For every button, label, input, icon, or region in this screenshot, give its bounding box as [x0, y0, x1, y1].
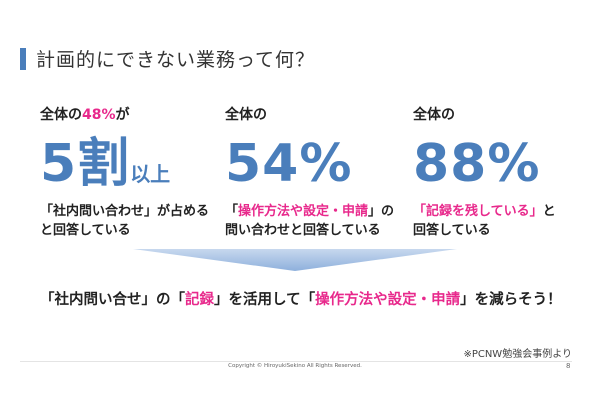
desc-pre: 「社内問い合わせ」が占める: [40, 204, 210, 219]
stat-description: 「操作方法や設定・申請」の 問い合わせと回答している: [225, 202, 394, 240]
desc-post: と: [542, 204, 556, 219]
source-note: ※PCNW勉強会事例より: [463, 349, 572, 360]
desc-pre: 「: [225, 204, 239, 219]
stat-label: 全体の: [225, 104, 394, 124]
stat-value: 5割: [40, 134, 131, 194]
stat-label-pre: 全体の: [40, 107, 82, 123]
stat-label-pre: 全体の: [225, 107, 267, 123]
desc-highlight: 操作方法や設定・申請: [238, 204, 369, 219]
stat-value: 88%: [413, 134, 541, 194]
stat-description: 「記録を残している」と 回答している: [413, 202, 556, 240]
stat-desc-line-1: 「社内問い合わせ」が占める: [40, 202, 209, 221]
conclusion-part-1: 「社内問い合せ」の「: [40, 292, 185, 308]
footer-divider: [20, 361, 572, 362]
desc-highlight: 「記録を残している」: [413, 204, 543, 219]
stat-big-value: 88%: [413, 138, 556, 190]
stat-block-2: 全体の 54% 「操作方法や設定・申請」の 問い合わせと回答している: [225, 104, 394, 240]
stat-unit: 以上: [130, 162, 171, 186]
conclusion-part-2: 」を活用して「: [214, 292, 316, 308]
desc-post: 」の: [368, 204, 395, 219]
stat-label-pre: 全体の: [413, 107, 455, 123]
stat-big-value: 54%: [225, 138, 394, 190]
stat-label: 全体の48%が: [40, 104, 209, 124]
stat-desc-line-2: 回答している: [413, 223, 491, 238]
stat-desc-line-1: 「操作方法や設定・申請」の: [225, 202, 394, 221]
stat-block-3: 全体の 88% 「記録を残している」と 回答している: [413, 104, 556, 240]
conclusion-part-3: 」を減らそう！: [460, 292, 562, 308]
conclusion-highlight-1: 記録: [185, 292, 214, 308]
stat-label-highlight: 48%: [82, 107, 116, 123]
stat-big-value: 5割以上: [40, 138, 209, 190]
stat-label-post: が: [115, 107, 130, 123]
stat-block-1: 全体の48%が 5割以上 「社内問い合わせ」が占める と回答している: [40, 104, 209, 240]
page-number: 8: [566, 362, 571, 370]
stat-desc-line-2: と回答している: [40, 223, 131, 238]
stat-value: 54%: [225, 134, 353, 194]
copyright-text: Copyright © HiroyukiSekino All Rights Re…: [228, 363, 362, 369]
stat-desc-line-2: 問い合わせと回答している: [225, 223, 381, 238]
title-accent-bar: [20, 48, 26, 70]
down-arrow-icon: [133, 249, 457, 271]
slide-title: 計画的にできない業務って何？: [36, 49, 316, 71]
conclusion-highlight-2: 操作方法や設定・申請: [315, 292, 461, 308]
stat-description: 「社内問い合わせ」が占める と回答している: [40, 202, 209, 240]
stat-label: 全体の: [413, 104, 556, 124]
conclusion-text: 「社内問い合せ」の「記録」を活用して「操作方法や設定・申請」を減らそう！: [40, 288, 562, 309]
stat-desc-line-1: 「記録を残している」と: [413, 202, 556, 221]
